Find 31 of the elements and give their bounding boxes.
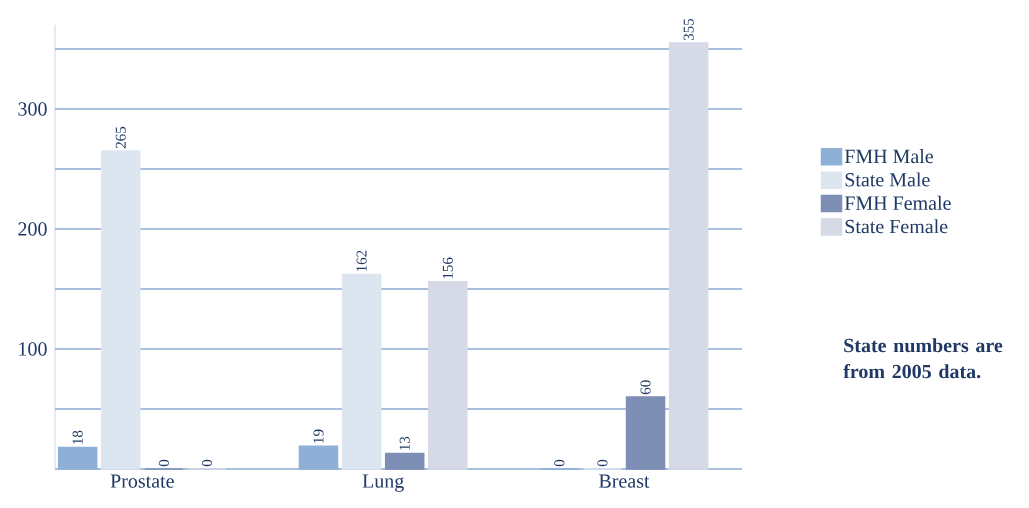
data-label: 156 [442,257,453,279]
data-label: 0 [597,459,608,467]
legend-label: FMH Male [844,149,933,164]
legend-label: FMH Female [844,195,951,210]
bar [384,452,425,470]
text: State numbers are from 2005 data. [843,338,1003,379]
bar [625,396,666,470]
data-label: 60 [640,380,651,395]
y-tick-label: 300 [18,102,47,116]
data-label: 18 [72,430,83,444]
data-label: 265 [115,126,126,149]
bar [668,42,709,470]
y-tick-label: 100 [19,342,47,356]
bar [341,273,382,470]
legend-label: State Female [845,219,948,234]
data-label: 355 [683,18,694,41]
data-label: 0 [158,459,169,467]
data-label: 13 [399,436,410,450]
x-tick-label: Breast [599,474,650,488]
data-label: 0 [201,459,213,467]
bar [298,445,339,470]
data-label: 19 [313,429,324,443]
data-label: 0 [554,459,565,467]
bar [428,281,468,470]
bar [57,446,98,470]
legend-label: State Male [845,172,930,187]
y-tick-label: 200 [18,222,47,236]
bar [100,150,141,470]
x-tick-label: Lung [362,474,404,492]
data-label: 162 [356,250,367,272]
x-tick-label: Prostate [110,474,174,488]
